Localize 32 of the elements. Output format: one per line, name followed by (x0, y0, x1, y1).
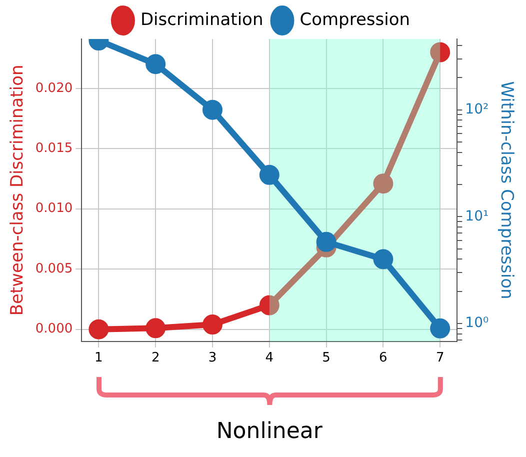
x-tick-label: 3 (208, 350, 217, 366)
point (316, 232, 336, 252)
y-tick-label: 0.020 (35, 80, 73, 96)
point (202, 100, 222, 120)
point (430, 318, 450, 338)
point (202, 314, 222, 335)
y-tick-label: 0.000 (35, 322, 73, 337)
point (430, 42, 450, 62)
x-tick-label: 4 (265, 350, 274, 366)
y-axis-title: Between-class Discrimination (8, 64, 28, 316)
point (146, 54, 166, 74)
point (146, 318, 166, 338)
x-tick-label: 1 (94, 350, 103, 366)
y-tick-label: 0.015 (35, 141, 73, 156)
point (88, 319, 109, 340)
y-tick-label: 0.010 (35, 201, 73, 216)
legend-label: Compression (300, 10, 410, 30)
point (259, 164, 280, 185)
y2-tick-label: 10⁰ (465, 315, 489, 332)
y2-axis-title: Within-class Compression (496, 81, 516, 300)
y2-tick-label: 10¹ (465, 208, 489, 224)
text: Nonlinear (216, 419, 322, 444)
legend-label: Discrimination (140, 10, 264, 30)
x-tick-label: 7 (436, 350, 444, 366)
point (259, 295, 280, 316)
point (373, 174, 394, 194)
x-tick-label: 6 (379, 350, 388, 366)
point (373, 249, 394, 270)
x-tick-label: 5 (322, 350, 330, 366)
x-tick-label: 2 (151, 350, 160, 366)
y2-tick-label: 10² (465, 101, 489, 118)
y-tick-label: 0.005 (35, 261, 73, 276)
